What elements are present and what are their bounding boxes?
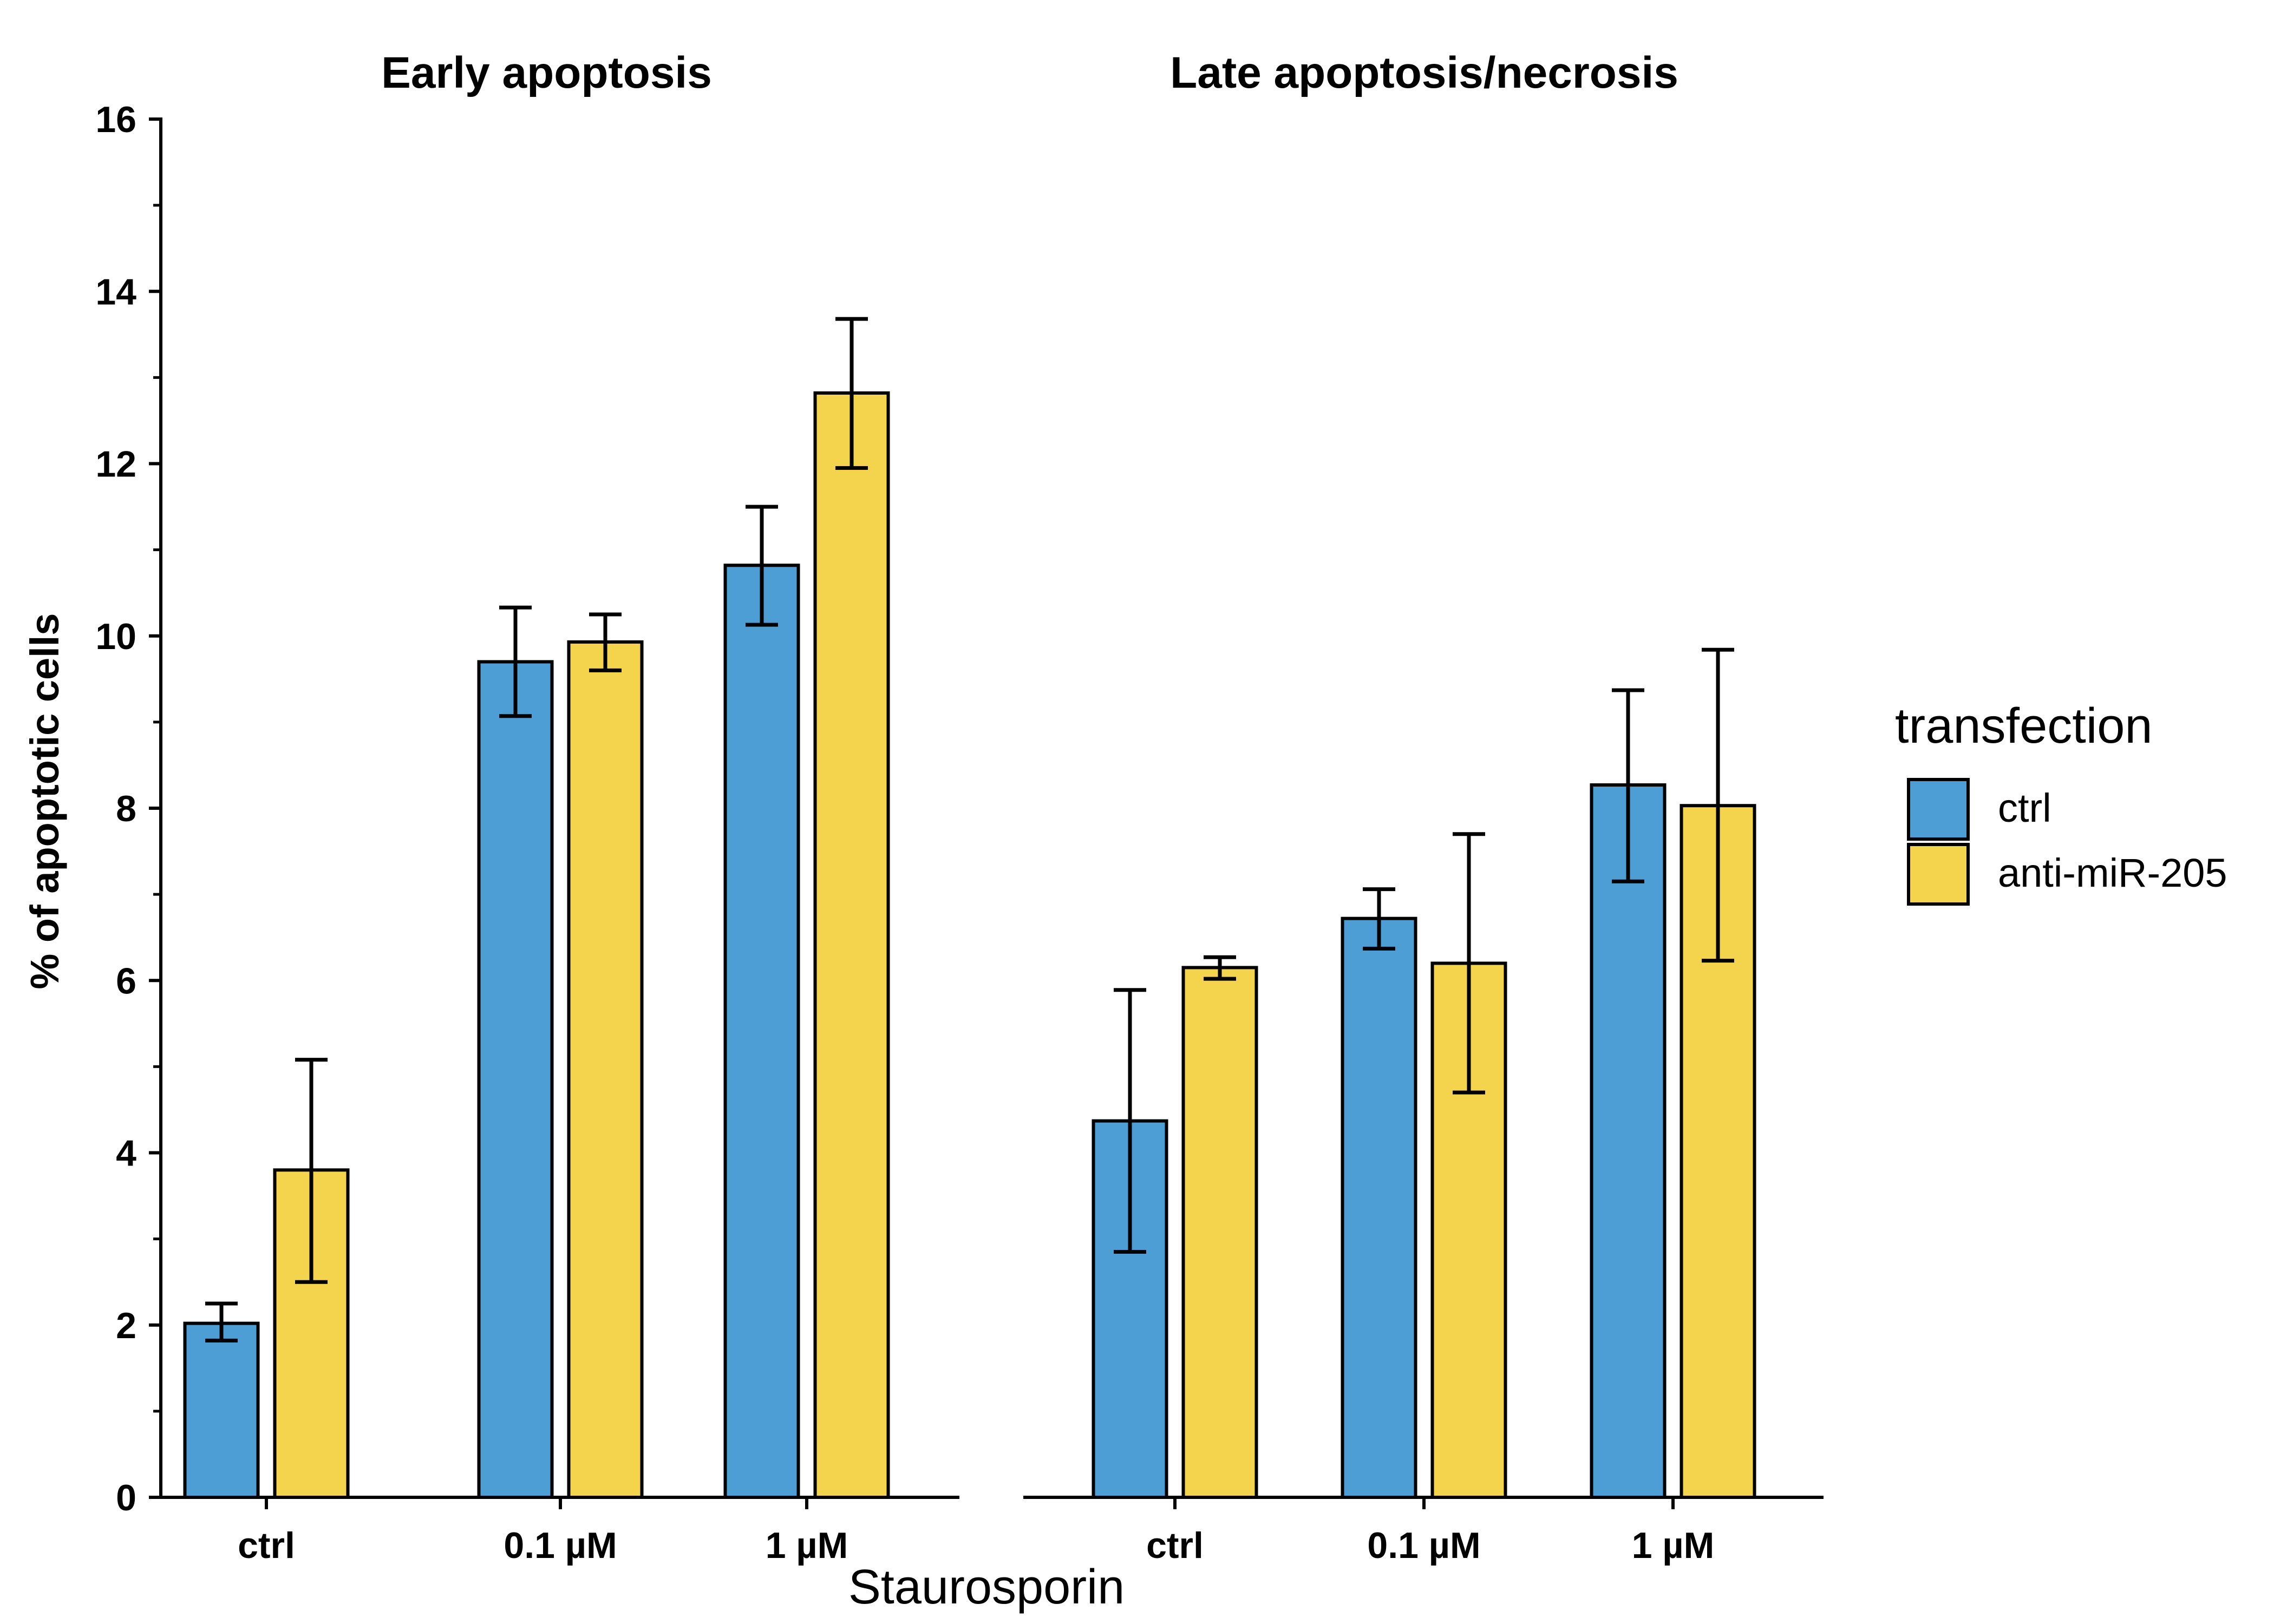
panel-early-apoptosis: Early apoptosis ctrl 0.1 µM 1 µM	[159, 48, 959, 1566]
panel-title: Early apoptosis	[381, 48, 712, 97]
legend-title: transfection	[1895, 698, 2153, 754]
y-tick-label: 8	[116, 788, 136, 829]
bar	[813, 391, 890, 1499]
y-tick-label: 10	[95, 616, 136, 657]
bar	[1341, 916, 1417, 1499]
bar	[723, 564, 800, 1499]
x-tick-label: 1 µM	[766, 1525, 848, 1566]
bar	[567, 640, 644, 1499]
legend-label: anti-miR-205	[1998, 850, 2227, 895]
legend-label: ctrl	[1998, 785, 2051, 830]
x-axis-label: Staurosporin	[848, 1560, 1125, 1614]
bar	[477, 660, 554, 1499]
y-axis-label: % of apoptotic cells	[22, 613, 67, 990]
y-tick-label: 6	[116, 960, 136, 1001]
y-tick-label: 0	[116, 1477, 136, 1518]
y-tick-label: 14	[95, 271, 136, 312]
bar	[1590, 783, 1667, 1499]
legend-swatch-ctrl	[1907, 778, 1970, 841]
x-tick-label: 1 µM	[1632, 1525, 1715, 1566]
legend: transfection ctrl anti-miR-205	[1895, 698, 2227, 906]
y-tick-label: 2	[116, 1305, 136, 1346]
x-tick-label: ctrl	[1146, 1525, 1204, 1566]
y-tick-label: 16	[95, 99, 136, 140]
x-tick-label: 0.1 µM	[1367, 1525, 1480, 1566]
y-axis: 0 2 4 6 8 10 12 14 16	[95, 99, 162, 1518]
panel-title: Late apoptosis/necrosis	[1170, 48, 1678, 97]
x-tick-label: ctrl	[238, 1525, 295, 1566]
legend-swatch-anti-mir-205	[1907, 843, 1970, 906]
panel-late-apoptosis-necrosis: Late apoptosis/necrosis ctrl 0.1 µM 1 µM	[1023, 48, 1824, 1566]
x-tick-label: 0.1 µM	[504, 1525, 617, 1566]
bar	[1181, 966, 1258, 1499]
bar	[183, 1321, 260, 1499]
y-tick-label: 4	[116, 1133, 136, 1174]
y-tick-label: 12	[95, 444, 136, 485]
